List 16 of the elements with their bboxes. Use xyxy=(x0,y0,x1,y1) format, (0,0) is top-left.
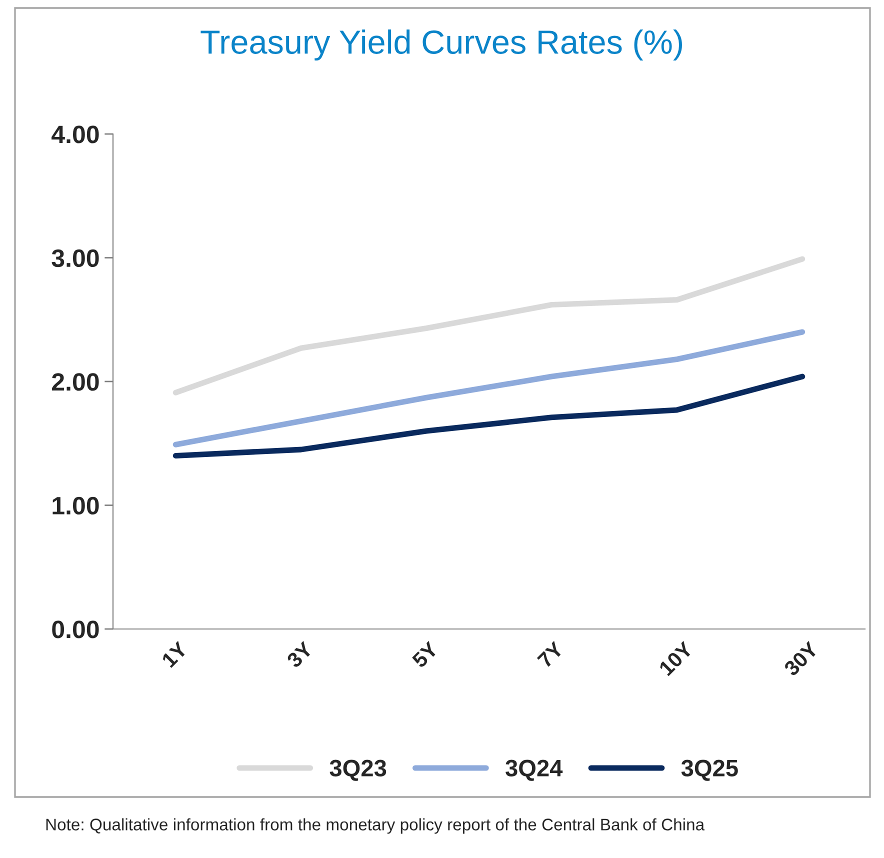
x-tick-label: 5Y xyxy=(411,640,440,668)
text: Note: Qualitative information from the monetary policy report of the Central Bank of China xyxy=(46,818,705,834)
legend-label: 3Q23 xyxy=(330,760,386,781)
y-tick-label: 1.00 xyxy=(52,496,99,515)
y-tick-label: 4.00 xyxy=(52,126,99,144)
x-tick-label: 10Y xyxy=(658,640,694,676)
chart-title: Treasury Yield Curves Rates (%) xyxy=(200,29,682,61)
x-tick-label: 3Y xyxy=(286,640,314,669)
legend-label: 3Q25 xyxy=(681,760,738,781)
x-tick-label: 30Y xyxy=(783,640,820,677)
y-tick-label: 2.00 xyxy=(52,373,99,391)
x-tick-label: 7Y xyxy=(536,640,564,668)
x-tick-label: 1Y xyxy=(161,640,188,668)
legend-label: 3Q24 xyxy=(506,760,563,781)
y-tick-label: 3.00 xyxy=(52,249,99,268)
y-tick-label: 0.00 xyxy=(52,620,99,638)
